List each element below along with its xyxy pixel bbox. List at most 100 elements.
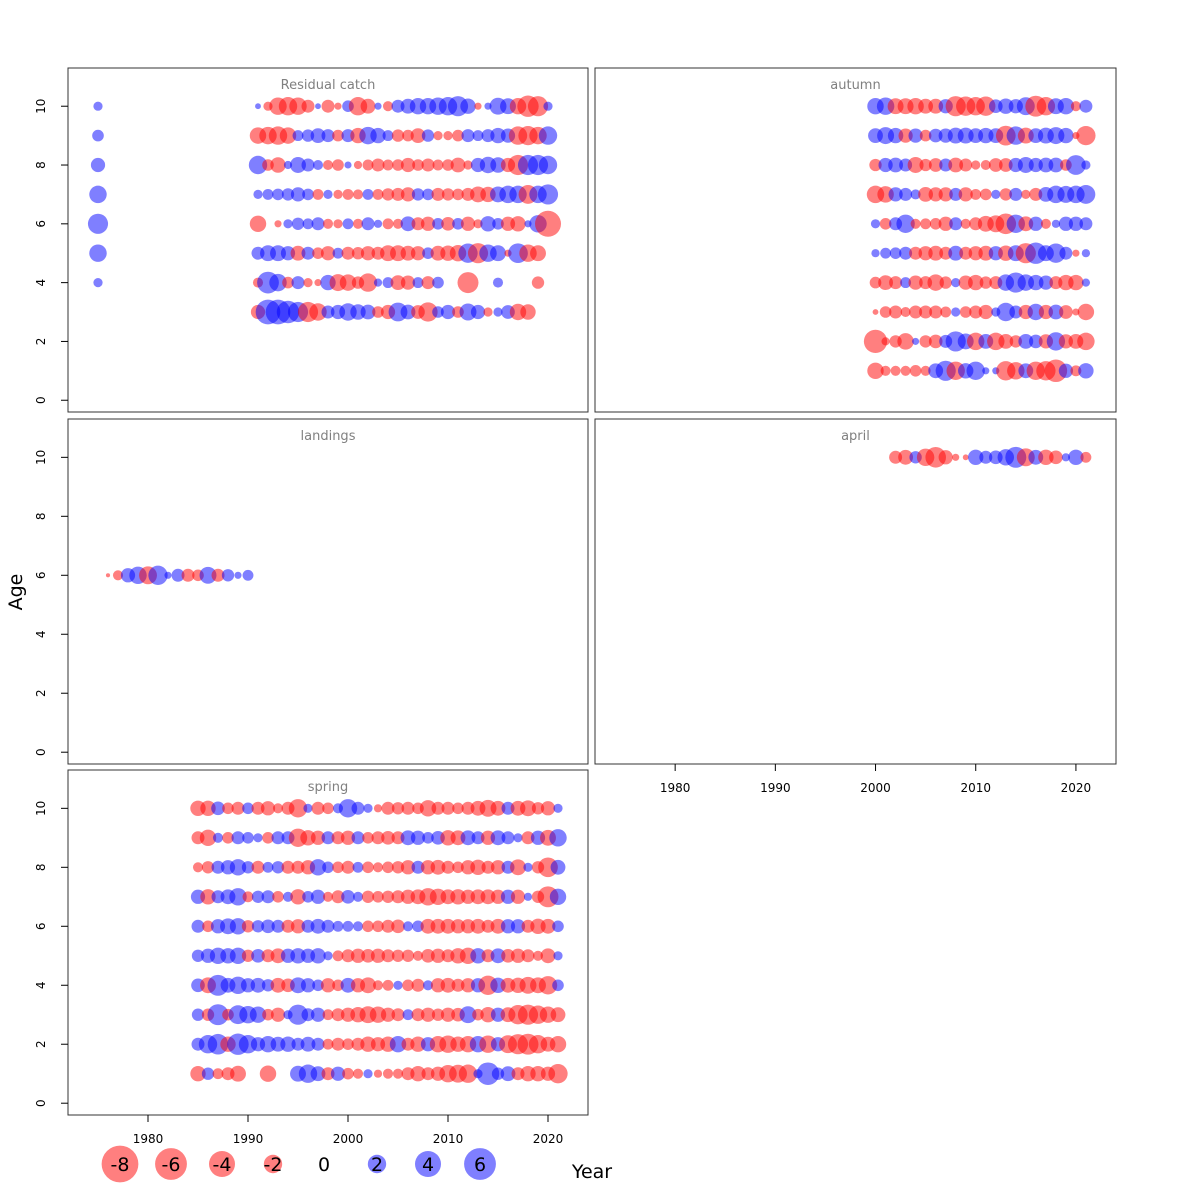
- residual-bubble: [381, 830, 395, 845]
- residual-bubble: [531, 802, 545, 815]
- residual-bubble: [314, 279, 322, 287]
- residual-bubble: [939, 246, 953, 260]
- residual-bubble: [400, 157, 416, 173]
- residual-bubble: [549, 829, 567, 847]
- residual-bubble: [372, 980, 384, 991]
- residual-bubble: [373, 278, 383, 287]
- residual-bubble: [199, 829, 217, 847]
- residual-bubble: [310, 830, 326, 845]
- residual-bubble: [550, 859, 566, 875]
- residual-bubble: [262, 1008, 274, 1021]
- x-tick-label: 1980: [133, 1132, 164, 1146]
- residual-bubble: [450, 919, 466, 934]
- x-tick-label: 2020: [533, 1132, 564, 1146]
- residual-bubble: [422, 188, 434, 201]
- residual-bubble: [410, 128, 426, 144]
- residual-bubble: [290, 245, 306, 261]
- residual-bubble: [452, 802, 464, 815]
- residual-bubble: [1009, 187, 1023, 201]
- residual-bubble: [344, 161, 352, 169]
- residual-bubble: [400, 860, 416, 875]
- residual-bubble: [430, 859, 446, 875]
- residual-bubble: [362, 861, 374, 874]
- residual-bubble: [261, 919, 275, 934]
- residual-bubble: [422, 980, 434, 991]
- residual-bubble: [948, 157, 964, 173]
- residual-bubble: [322, 1038, 334, 1050]
- residual-bubble: [1066, 155, 1086, 175]
- residual-bubble: [422, 247, 434, 260]
- residual-bubble: [492, 277, 504, 288]
- residual-bubble: [242, 891, 254, 903]
- residual-bubble: [910, 218, 921, 229]
- residual-bubble: [350, 948, 366, 963]
- residual-bubble: [332, 861, 344, 874]
- residual-bubble: [1049, 450, 1063, 465]
- residual-bubble: [410, 830, 426, 845]
- legend-label: 2: [371, 1154, 383, 1176]
- residual-bubble: [433, 131, 443, 141]
- residual-bubble: [1046, 243, 1066, 263]
- residual-bubble: [271, 919, 285, 933]
- residual-bubble: [919, 305, 933, 319]
- residual-bubble: [112, 570, 124, 581]
- residual-bubble: [940, 306, 952, 318]
- residual-bubble: [988, 158, 1003, 172]
- residual-bubble: [400, 830, 416, 846]
- residual-bubble: [899, 187, 913, 201]
- residual-bubble: [1048, 157, 1064, 173]
- legend-bubble: [415, 1151, 441, 1177]
- residual-bubble: [440, 304, 456, 320]
- residual-bubble: [371, 158, 385, 172]
- residual-bubble: [341, 949, 355, 963]
- residual-bubble: [879, 217, 892, 230]
- residual-bubble: [991, 189, 1001, 199]
- residual-bubble: [242, 569, 254, 581]
- y-tick-label: 0: [34, 1099, 48, 1107]
- residual-bubble: [1080, 451, 1092, 463]
- residual-bubble: [1051, 219, 1061, 228]
- residual-bubble: [431, 801, 445, 815]
- residual-bubble: [291, 1037, 305, 1051]
- residual-bubble: [481, 860, 495, 874]
- residual-bubble: [191, 949, 205, 962]
- residual-bubble: [523, 862, 533, 872]
- residual-bubble: [878, 275, 894, 291]
- residual-bubble: [441, 860, 455, 874]
- residual-bubble: [290, 919, 306, 934]
- residual-bubble: [411, 217, 425, 231]
- x-tick-label: 2000: [860, 781, 891, 795]
- residual-bubble: [1028, 334, 1043, 349]
- residual-bubble: [231, 801, 245, 815]
- residual-bubble: [432, 217, 444, 230]
- residual-bubble: [290, 889, 306, 905]
- residual-bubble: [401, 801, 415, 815]
- legend-bubble: [263, 1154, 283, 1174]
- residual-bubble: [361, 217, 375, 231]
- residual-bubble: [919, 129, 932, 142]
- residual-bubble: [300, 1036, 316, 1052]
- residual-bubble: [938, 450, 953, 465]
- residual-bubble: [890, 365, 901, 376]
- residual-bubble: [470, 948, 486, 964]
- residual-bubble: [1027, 303, 1045, 321]
- residual-bubble: [289, 97, 307, 115]
- residual-bubble: [1038, 275, 1054, 290]
- residual-bubble: [352, 891, 364, 902]
- residual-bubble: [441, 801, 455, 815]
- residual-bubble: [373, 219, 383, 228]
- residual-bubble: [410, 1036, 426, 1052]
- residual-bubble: [1044, 359, 1068, 383]
- residual-bubble: [241, 861, 255, 874]
- residual-bubble: [929, 305, 943, 319]
- residual-bubble: [291, 860, 305, 874]
- legend-bubble: [155, 1148, 187, 1180]
- residual-bubble: [500, 919, 516, 934]
- residual-bubble: [323, 189, 333, 199]
- residual-bubble: [889, 247, 902, 260]
- residual-bubble: [490, 157, 506, 173]
- residual-bubble: [1058, 363, 1074, 378]
- residual-bubble: [421, 1067, 435, 1081]
- residual-bubble: [360, 98, 376, 114]
- legend-item: 0: [318, 1154, 330, 1176]
